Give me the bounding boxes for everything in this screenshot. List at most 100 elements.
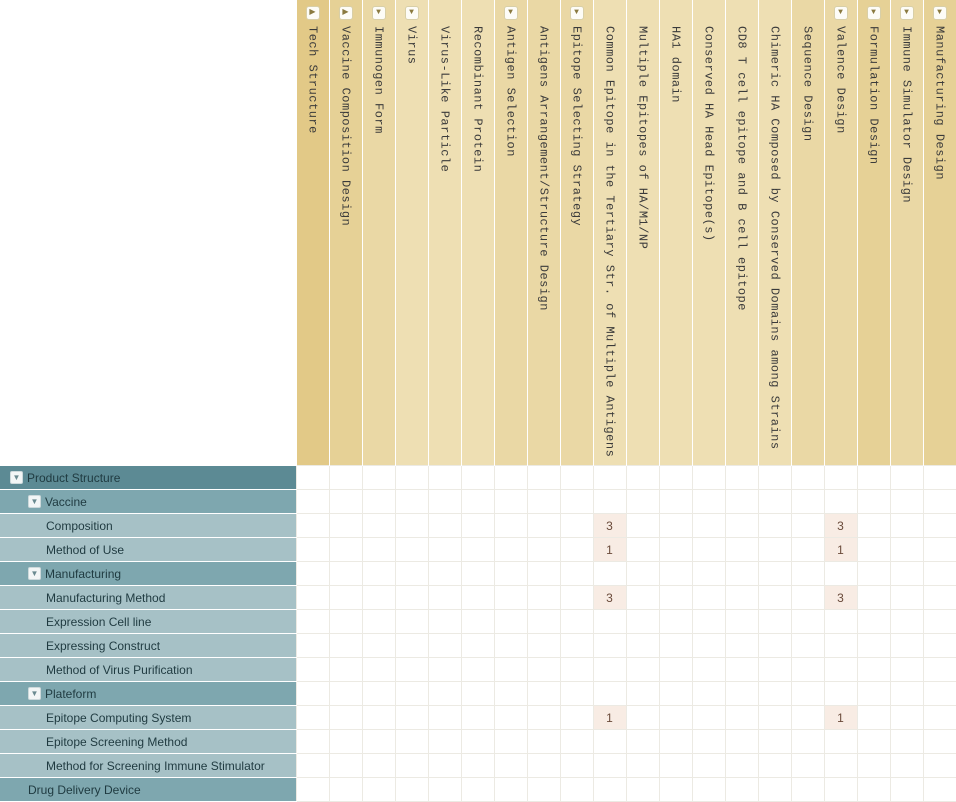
cell — [890, 658, 923, 682]
row-label: Expression Cell line — [46, 615, 151, 629]
cell — [329, 586, 362, 610]
cell — [626, 730, 659, 754]
expand-down-icon[interactable]: ▼ — [900, 6, 914, 20]
column-header-conserved_ha_head[interactable]: Conserved HA Head Epitope(s) — [692, 0, 725, 466]
column-header-antigens_arr[interactable]: Antigens Arrangement/Structure Design — [527, 0, 560, 466]
cell — [890, 466, 923, 490]
cell — [626, 514, 659, 538]
cell — [824, 730, 857, 754]
cell — [824, 610, 857, 634]
expand-down-icon[interactable]: ▼ — [10, 471, 23, 484]
cell — [725, 778, 758, 802]
column-label: Multiple Epitopes of HA/M1/NP — [636, 26, 650, 249]
cell — [428, 610, 461, 634]
expand-right-icon[interactable]: ▶ — [306, 6, 320, 20]
cell[interactable]: 1 — [593, 538, 626, 562]
cell — [428, 730, 461, 754]
row-header-composition[interactable]: Composition — [0, 514, 296, 538]
row-header-epitope_scr_method[interactable]: Epitope Screening Method — [0, 730, 296, 754]
expand-down-icon[interactable]: ▼ — [28, 495, 41, 508]
cell — [593, 682, 626, 706]
row-header-method_scr_immune_stim[interactable]: Method for Screening Immune Stimulator — [0, 754, 296, 778]
expand-down-icon[interactable]: ▼ — [867, 6, 881, 20]
row-header-drug_delivery_device[interactable]: Drug Delivery Device — [0, 778, 296, 802]
row-header-manufacturing[interactable]: ▼Manufacturing — [0, 562, 296, 586]
column-header-ha1_domain[interactable]: HA1 domain — [659, 0, 692, 466]
cell — [692, 490, 725, 514]
column-header-antigen_sel[interactable]: ▼ Antigen Selection — [494, 0, 527, 466]
cell — [494, 514, 527, 538]
cell — [791, 586, 824, 610]
cell — [857, 466, 890, 490]
cell — [659, 610, 692, 634]
row-label: Method for Screening Immune Stimulator — [46, 759, 265, 773]
column-header-cd8_b_cell[interactable]: CD8 T cell epitope and B cell epitope — [725, 0, 758, 466]
column-header-manufacturing_des[interactable]: ▼Manufacturing Design — [923, 0, 956, 466]
cell — [560, 610, 593, 634]
column-header-immune_sim_des[interactable]: ▼Immune Simulator Design — [890, 0, 923, 466]
column-header-formulation_des[interactable]: ▼Formulation Design — [857, 0, 890, 466]
cell — [527, 466, 560, 490]
row-header-manufacturing_method[interactable]: Manufacturing Method — [0, 586, 296, 610]
cell — [527, 610, 560, 634]
cell — [725, 682, 758, 706]
cell — [791, 730, 824, 754]
table-row: Method for Screening Immune Stimulator — [0, 754, 956, 778]
cell[interactable]: 1 — [824, 538, 857, 562]
expand-down-icon[interactable]: ▼ — [504, 6, 518, 20]
cell — [593, 490, 626, 514]
row-header-method_of_use[interactable]: Method of Use — [0, 538, 296, 562]
cell — [791, 466, 824, 490]
column-header-virus[interactable]: ▼Virus — [395, 0, 428, 466]
table-row: Method of Use111 — [0, 538, 956, 562]
column-label: Chimeric HA Composed by Conserved Domain… — [768, 26, 782, 450]
expand-right-icon[interactable]: ▶ — [339, 6, 353, 20]
cell[interactable]: 3 — [824, 514, 857, 538]
expand-down-icon[interactable]: ▼ — [834, 6, 848, 20]
column-header-common_epitope[interactable]: Common Epitope in the Tertiary Str. of M… — [593, 0, 626, 466]
expand-down-icon[interactable]: ▼ — [405, 6, 419, 20]
row-header-plateform[interactable]: ▼Plateform — [0, 682, 296, 706]
cell[interactable]: 1 — [593, 706, 626, 730]
column-label: Antigen Selection — [504, 26, 518, 157]
expand-down-icon[interactable]: ▼ — [372, 6, 386, 20]
row-label: Composition — [46, 519, 113, 533]
cell[interactable]: 1 — [824, 706, 857, 730]
cell[interactable]: 3 — [593, 586, 626, 610]
column-header-multi_epitopes[interactable]: Multiple Epitopes of HA/M1/NP — [626, 0, 659, 466]
column-header-sequence_design[interactable]: Sequence Design — [791, 0, 824, 466]
table-row: Drug Delivery Device — [0, 778, 956, 802]
row-header-method_virus_purif[interactable]: Method of Virus Purification — [0, 658, 296, 682]
expand-down-icon[interactable]: ▼ — [570, 6, 584, 20]
cell — [923, 466, 956, 490]
expand-down-icon[interactable]: ▼ — [28, 567, 41, 580]
cell — [923, 706, 956, 730]
cell[interactable]: 3 — [593, 514, 626, 538]
row-header-epitope_comp_sys[interactable]: Epitope Computing System — [0, 706, 296, 730]
column-header-vaccine_comp_des[interactable]: ▶Vaccine Composition Design — [329, 0, 362, 466]
cell — [857, 562, 890, 586]
cell — [296, 754, 329, 778]
expand-down-icon[interactable]: ▼ — [28, 687, 41, 700]
cell[interactable]: 3 — [824, 586, 857, 610]
cell — [890, 610, 923, 634]
column-header-epitope_sel_strat[interactable]: ▼Epitope Selecting Strategy — [560, 0, 593, 466]
cell — [461, 586, 494, 610]
cell — [692, 610, 725, 634]
expand-down-icon[interactable]: ▼ — [933, 6, 947, 20]
column-header-recomb_protein[interactable]: Recombinant Protein — [461, 0, 494, 466]
row-header-vaccine[interactable]: ▼Vaccine — [0, 490, 296, 514]
row-header-expressing_construct[interactable]: Expressing Construct — [0, 634, 296, 658]
cell — [725, 562, 758, 586]
cell — [296, 466, 329, 490]
cell — [527, 730, 560, 754]
column-header-valence_design[interactable]: ▼Valence Design — [824, 0, 857, 466]
row-header-expression_cell_line[interactable]: Expression Cell line — [0, 610, 296, 634]
column-header-vlp[interactable]: Virus-Like Particle — [428, 0, 461, 466]
cell — [560, 682, 593, 706]
column-header-immunogen_form[interactable]: ▼Immunogen Form — [362, 0, 395, 466]
row-header-product_structure[interactable]: ▼Product Structure — [0, 466, 296, 490]
column-header-chimeric_ha[interactable]: Chimeric HA Composed by Conserved Domain… — [758, 0, 791, 466]
cell — [395, 754, 428, 778]
column-header-tech_structure[interactable]: ▶Tech Structure — [296, 0, 329, 466]
